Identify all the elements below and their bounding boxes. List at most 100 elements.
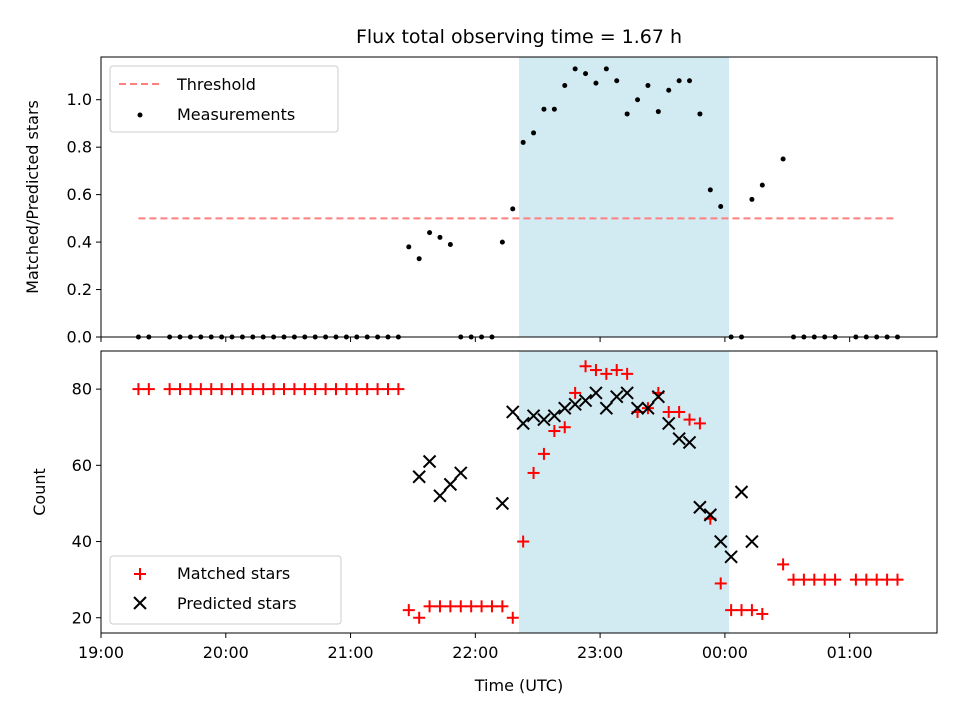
data-point (572, 66, 578, 72)
data-point (427, 230, 433, 236)
data-point (454, 600, 467, 613)
data-point (749, 196, 755, 202)
data-point (745, 604, 758, 617)
data-point (600, 367, 613, 380)
data-point (413, 611, 426, 624)
data-point (687, 78, 693, 84)
data-point (672, 431, 686, 446)
data-point (246, 383, 259, 396)
data-point (215, 383, 228, 396)
data-point (569, 386, 582, 399)
bottom-legend-box (109, 555, 342, 625)
data-point (829, 573, 842, 586)
data-point (683, 413, 696, 426)
data-point (777, 558, 790, 571)
data-point (402, 604, 415, 617)
data-point (676, 78, 682, 84)
data-point (599, 401, 614, 415)
chart-title: Flux total observing time = 1.67 h (356, 26, 682, 48)
data-point (756, 607, 769, 620)
data-point (881, 573, 894, 586)
data-point (485, 600, 498, 613)
data-point (697, 111, 703, 117)
data-point (645, 82, 651, 88)
data-point (610, 390, 624, 404)
y-tick-label: 1.0 (67, 90, 92, 109)
y-tick-label: 20 (72, 608, 92, 627)
count-panel: 20 40 60 80 19:00 20:00 21:00 22:00 23:00 00:00 0… (30, 350, 938, 695)
data-point (735, 604, 748, 617)
data-point (734, 485, 749, 499)
data-point (142, 383, 155, 396)
data-point (583, 71, 589, 77)
top-legend-box (109, 65, 339, 133)
data-point (745, 534, 759, 549)
data-point (371, 383, 384, 396)
legend-matched-swatch (134, 568, 146, 580)
data-point (610, 364, 623, 377)
x-tick-label: 19:00 (78, 643, 124, 662)
data-point (537, 447, 550, 460)
data-point (340, 383, 353, 396)
data-point (226, 383, 239, 396)
data-point (707, 187, 713, 193)
data-point (603, 66, 609, 72)
data-point (655, 109, 661, 115)
data-point (718, 203, 724, 209)
y-tick-label: 0.6 (67, 185, 92, 204)
y-tick-label: 0.8 (67, 138, 92, 157)
data-point (184, 383, 197, 396)
data-point (495, 496, 510, 511)
data-point (437, 234, 443, 240)
data-point (818, 573, 831, 586)
data-point (787, 573, 800, 586)
top-axes-frame (100, 56, 938, 338)
data-point (520, 139, 526, 145)
data-point (693, 500, 707, 514)
y-tick-label: 60 (72, 456, 92, 475)
legend-matched-label: Matched stars (177, 564, 290, 583)
data-point (725, 604, 738, 617)
data-point (635, 97, 641, 103)
data-point (589, 364, 602, 377)
data-point (620, 386, 634, 400)
x-tick-label: 21:00 (327, 643, 373, 662)
data-point (548, 425, 561, 438)
data-point (309, 383, 322, 396)
data-point (163, 383, 176, 396)
data-point (568, 397, 582, 412)
data-point (693, 417, 706, 430)
series-predicted-stars (412, 386, 759, 564)
data-point (423, 600, 436, 613)
data-point (714, 577, 727, 590)
x-axis-label: Time (UTC) (474, 676, 563, 695)
data-point (475, 600, 488, 613)
data-point (860, 573, 873, 586)
legend-predicted-label: Predicted stars (177, 594, 297, 613)
data-point (759, 182, 765, 188)
x-tick-label: 00:00 (702, 643, 748, 662)
data-point (666, 87, 672, 93)
data-point (558, 401, 572, 415)
data-point (724, 550, 738, 564)
data-point (541, 106, 547, 112)
data-point (392, 383, 405, 396)
data-point (517, 535, 530, 548)
data-point (278, 383, 291, 396)
data-point (562, 82, 568, 88)
data-point (444, 600, 457, 613)
data-point (558, 421, 571, 434)
data-point (422, 454, 437, 469)
data-point (496, 600, 509, 613)
data-point (891, 573, 904, 586)
data-point (630, 401, 645, 415)
observing-window-band (519, 57, 730, 337)
data-point (641, 401, 655, 415)
data-point (537, 412, 551, 427)
data-point (506, 611, 519, 624)
data-point (236, 383, 249, 396)
data-point (578, 393, 593, 408)
data-point (662, 416, 676, 431)
data-point (132, 383, 145, 396)
